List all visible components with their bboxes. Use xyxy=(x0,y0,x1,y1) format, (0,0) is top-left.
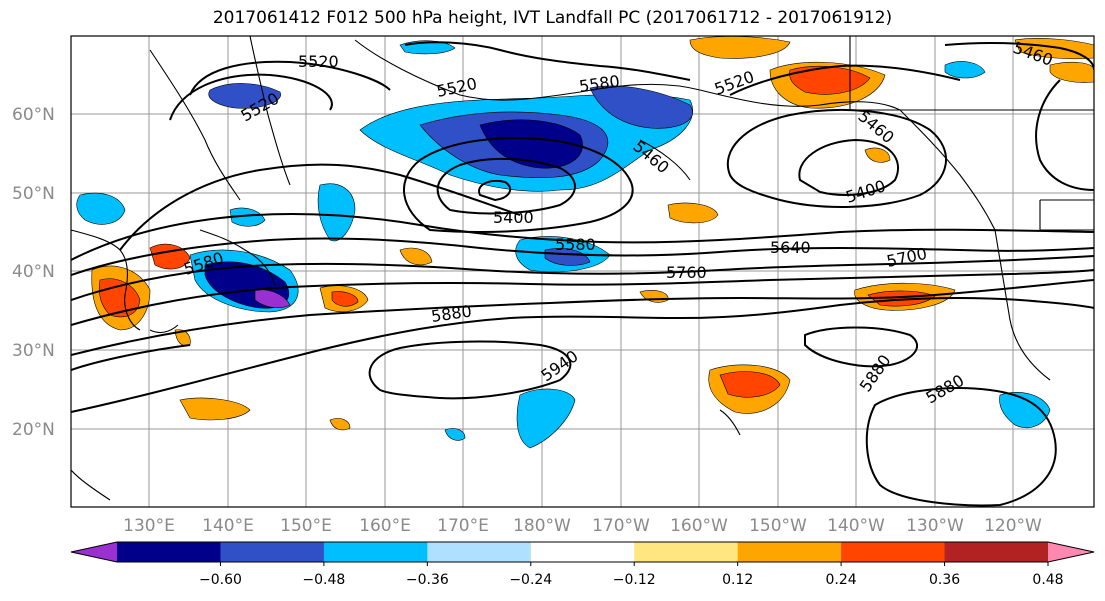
lon-label: 140°E xyxy=(202,516,254,536)
colorbar-box xyxy=(530,542,635,562)
positive-shading xyxy=(91,36,1094,431)
colorbar-tick-label: −0.12 xyxy=(613,572,656,588)
lon-label: 150°W xyxy=(749,516,807,536)
colorbar-tick-label: −0.48 xyxy=(302,572,345,588)
height-contours xyxy=(71,41,1094,507)
contour-label-5400: 5400 xyxy=(493,208,534,227)
colorbar-tick-label: 0.48 xyxy=(1032,572,1063,588)
lat-label: 40°N xyxy=(12,262,55,282)
lon-label: 130°W xyxy=(906,516,964,536)
map-title: 2017061412 F012 500 hPa height, IVT Land… xyxy=(212,8,893,28)
contour-label-5520: 5520 xyxy=(298,52,339,71)
colorbar-tick-label: −0.24 xyxy=(509,572,552,588)
colorbar-extend-low xyxy=(71,542,117,562)
colorbar-box xyxy=(117,542,221,562)
colorbar-outline xyxy=(70,541,1095,563)
colorbar-box xyxy=(220,542,325,562)
lon-label: 140°W xyxy=(827,516,885,536)
latitude-labels: 60°N 50°N 40°N 30°N 20°N xyxy=(12,105,55,440)
contour-label-5760: 5760 xyxy=(666,263,707,282)
colorbar-tick-label: −0.36 xyxy=(406,572,449,588)
colorbar-box xyxy=(737,542,842,562)
lat-label: 20°N xyxy=(12,420,55,440)
colorbar-tick-label: 0.12 xyxy=(722,572,753,588)
colorbar: −0.60 −0.48 −0.36 −0.24 −0.12 0.12 0.24 0.36 0.4… xyxy=(70,541,1095,588)
colorbar-box xyxy=(323,542,428,562)
lon-label: 130°E xyxy=(123,516,175,536)
colorbar-extend-high xyxy=(1048,542,1094,562)
contour-label-5580: 5580 xyxy=(555,235,596,254)
lat-label: 60°N xyxy=(12,105,55,125)
lat-label: 30°N xyxy=(12,341,55,361)
colorbar-box xyxy=(427,542,532,562)
longitude-labels: 130°E 140°E 150°E 160°E 170°E 180°W 170°… xyxy=(123,516,1042,536)
colorbar-tick-label: 0.24 xyxy=(826,572,857,588)
colorbar-box xyxy=(841,542,946,562)
map-border xyxy=(70,35,1095,508)
colorbar-tick-label: 0.36 xyxy=(929,572,960,588)
colorbar-box xyxy=(634,542,739,562)
contour-label-5640: 5640 xyxy=(770,238,811,257)
lon-label: 170°E xyxy=(437,516,489,536)
lon-label: 160°E xyxy=(359,516,411,536)
lon-label: 120°W xyxy=(984,516,1042,536)
colorbar-tick-label: −0.60 xyxy=(199,572,242,588)
lon-label: 170°W xyxy=(592,516,650,536)
lat-label: 50°N xyxy=(12,184,55,204)
lon-label: 180°W xyxy=(513,516,571,536)
lon-label: 160°W xyxy=(670,516,728,536)
colorbar-box xyxy=(944,542,1049,562)
lon-label: 150°E xyxy=(280,516,332,536)
